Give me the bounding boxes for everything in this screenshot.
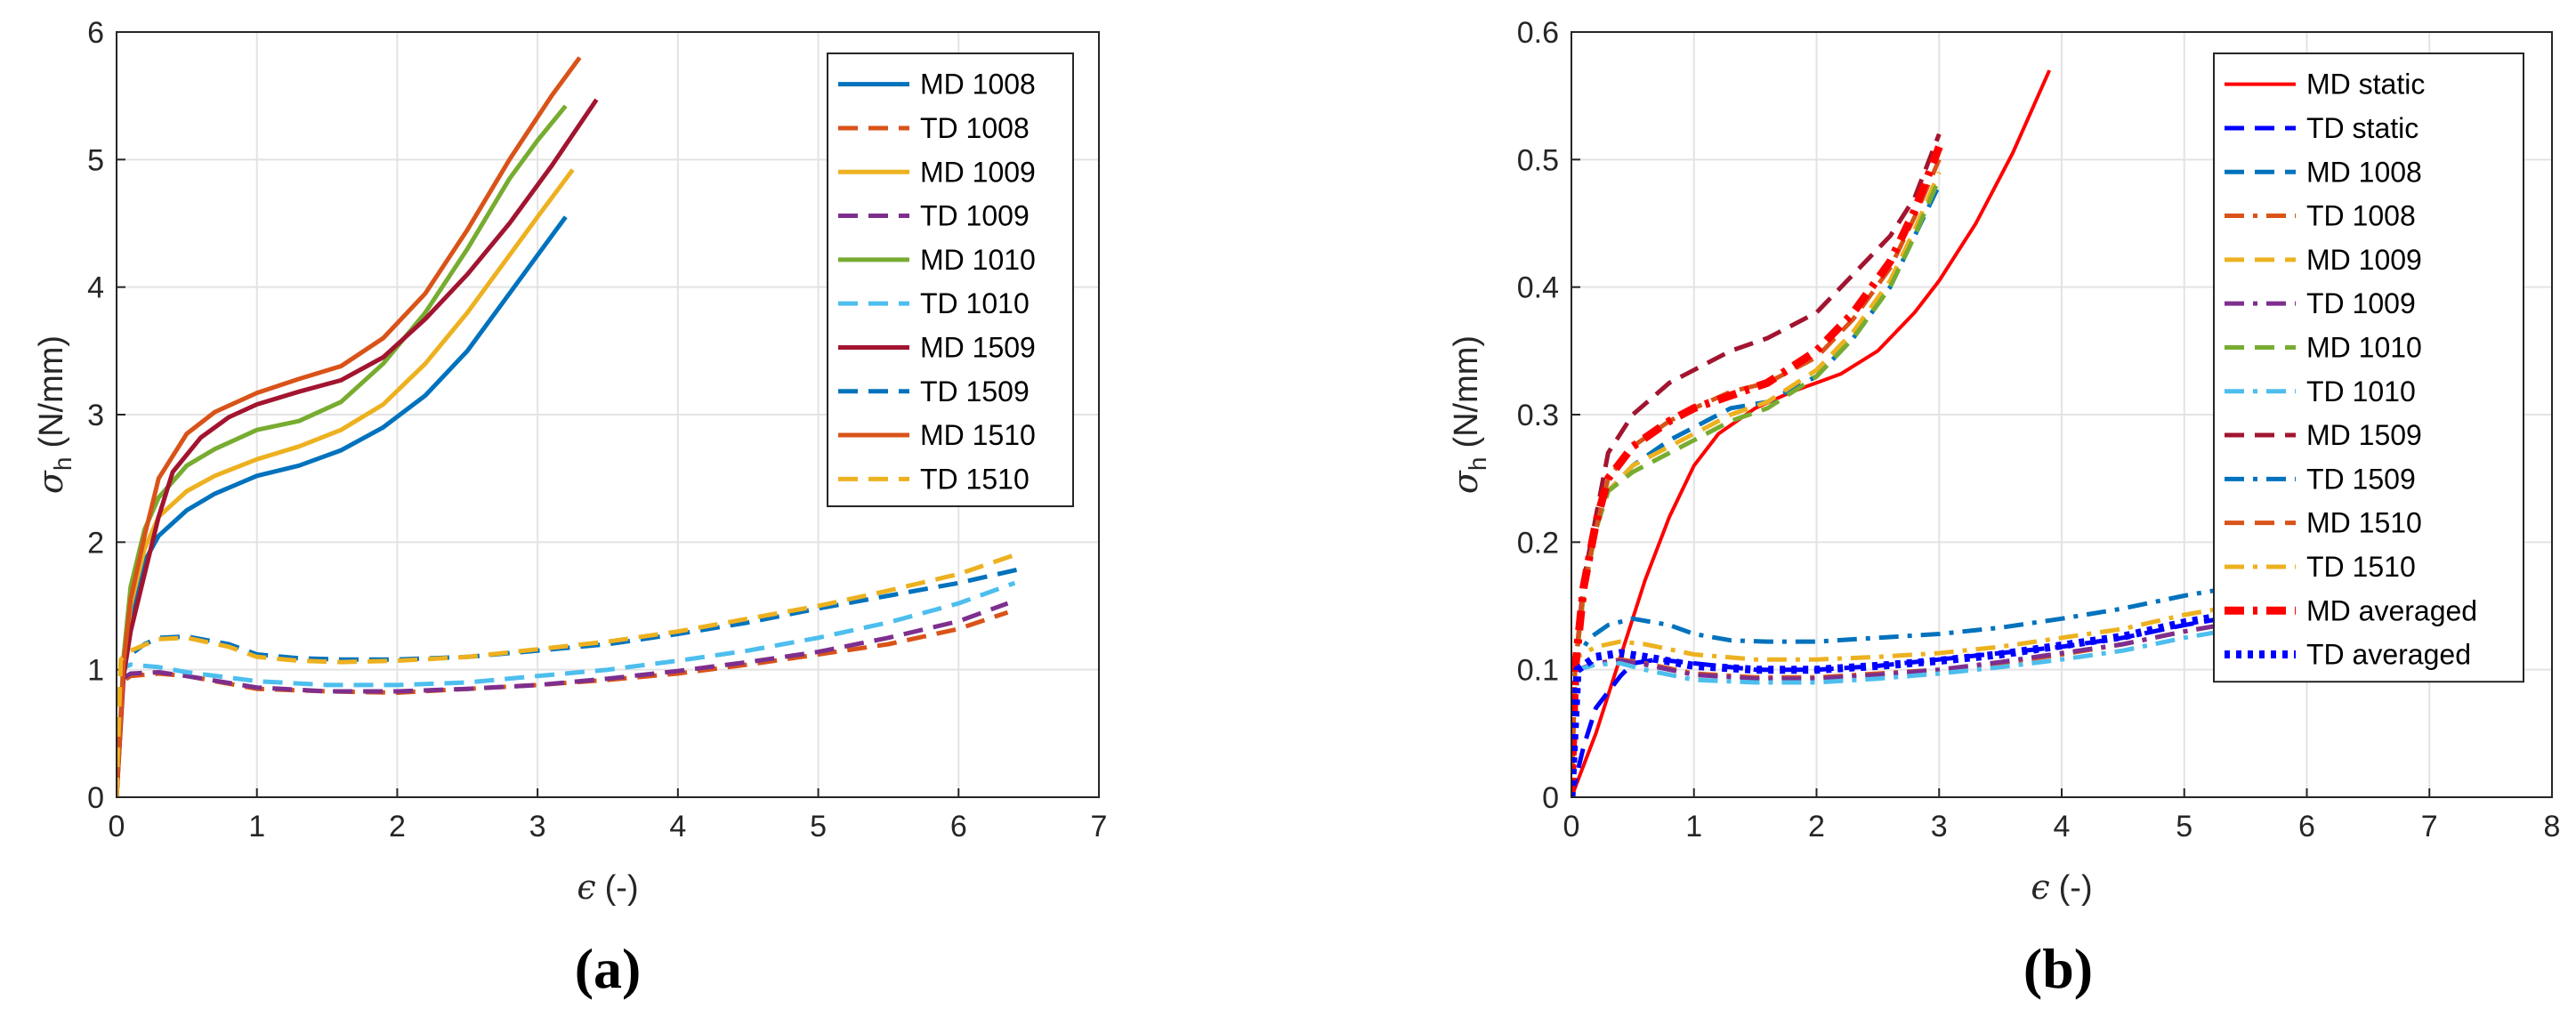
x-tick-label: 4 xyxy=(669,810,686,843)
series-line-md-1008 xyxy=(117,215,568,797)
legend-entry-label: TD 1010 xyxy=(2306,375,2416,408)
y-tick-label: 1 xyxy=(87,654,104,688)
panel-label: (a) xyxy=(575,937,642,1000)
legend-entry-label: MD 1008 xyxy=(920,69,1036,101)
y-tick-label: 0.4 xyxy=(1517,271,1559,305)
legend-entry-label: TD averaged xyxy=(2306,639,2471,671)
y-tick-label: 4 xyxy=(87,271,104,305)
panel-label: (b) xyxy=(2023,937,2093,1000)
x-tick-label: 6 xyxy=(950,810,967,843)
y-axis-label: σh(N/mm) xyxy=(1446,335,1491,494)
legend-entry-label: TD 1510 xyxy=(920,463,1030,495)
x-tick-label: 4 xyxy=(2054,810,2071,843)
axes-box xyxy=(1571,31,2553,798)
legend-entry-label: MD averaged xyxy=(2306,594,2477,626)
legend-entry-label: MD 1009 xyxy=(2306,244,2422,276)
series-group xyxy=(117,56,1027,797)
legend-entry-label: TD 1008 xyxy=(920,112,1030,144)
y-tick-label: 2 xyxy=(87,526,104,560)
series-line-td-averaged xyxy=(1571,612,2222,797)
series-line-td-1010 xyxy=(117,580,1016,797)
x-tick-label: 7 xyxy=(2421,810,2438,843)
x-axis-label: ϵ (-) xyxy=(2031,868,2092,907)
y-tick-label: 0.2 xyxy=(1517,526,1559,560)
series-line-td-1509 xyxy=(1571,586,2222,797)
x-tick-label: 3 xyxy=(529,810,546,843)
x-tick-label: 6 xyxy=(2298,810,2315,843)
legend-box xyxy=(2213,52,2524,683)
legend-entry-label: TD 1510 xyxy=(2306,551,2416,583)
x-axis-label: ϵ (-) xyxy=(577,868,638,907)
series-line-td-1510 xyxy=(1571,606,2222,797)
y-tick-label: 6 xyxy=(87,16,104,50)
legend-entry-label: MD 1509 xyxy=(2306,419,2422,451)
chart-panel-b: 0 1 2 3 4 5 6 7 8 0 0.1 0.2 0.3 0.4 0.5 0.6 MD static TD … xyxy=(1446,16,2560,1000)
x-tick-label: 5 xyxy=(810,810,827,843)
legend-entry-label: MD 1509 xyxy=(920,331,1036,363)
x-tick-label: 8 xyxy=(2544,810,2561,843)
legend-entry-label: TD 1008 xyxy=(2306,200,2416,232)
legend-entry-label: TD 1009 xyxy=(2306,287,2416,319)
y-tick-label: 0.1 xyxy=(1517,654,1559,688)
legend-entry-label: TD 1010 xyxy=(920,287,1030,319)
y-tick-label: 0 xyxy=(1542,781,1559,815)
x-tick-label: 0 xyxy=(1563,810,1580,843)
legend-entry-label: TD 1509 xyxy=(2306,463,2416,495)
legend-entry-label: MD 1010 xyxy=(920,244,1036,276)
x-tick-label: 2 xyxy=(1808,810,1825,843)
legend-entry-label: TD 1009 xyxy=(920,200,1030,232)
y-tick-label: 3 xyxy=(87,399,104,432)
series-line-td-1010 xyxy=(1571,629,2222,797)
series-line-md-averaged xyxy=(1571,145,1943,797)
y-axis-label: σh(N/mm) xyxy=(31,335,77,494)
x-tick-label: 2 xyxy=(389,810,406,843)
legend-entry-label: TD static xyxy=(2306,112,2419,144)
legend-entry-label: MD 1010 xyxy=(2306,331,2422,363)
x-tick-label: 1 xyxy=(1685,810,1702,843)
series-group xyxy=(1571,69,2222,797)
y-tick-label: 0.6 xyxy=(1517,16,1559,50)
x-tick-label: 3 xyxy=(1931,810,1948,843)
x-tick-label: 5 xyxy=(2176,810,2192,843)
y-tick-label: 0 xyxy=(87,781,104,815)
legend-entry-label: MD 1510 xyxy=(2306,507,2422,539)
legend-entry-label: TD 1509 xyxy=(920,375,1030,408)
series-line-md-1509 xyxy=(117,98,599,797)
series-line-td-1510 xyxy=(117,553,1016,797)
x-tick-label: 1 xyxy=(248,810,265,843)
y-tick-label: 5 xyxy=(87,143,104,177)
legend: MD 1008 TD 1008 MD 1009 TD 1009 MD 1010 TD 10… xyxy=(827,52,1074,507)
y-tick-label: 0.5 xyxy=(1517,143,1559,177)
series-line-md-1509 xyxy=(1571,133,1942,797)
series-line-md-1510 xyxy=(117,56,582,797)
x-tick-label: 0 xyxy=(109,810,125,843)
axes-box xyxy=(116,31,1100,798)
series-line-td-1009 xyxy=(117,601,1009,797)
chart-panel-a: 0 1 2 3 4 5 6 7 0 1 2 3 4 5 6 MD 1008 TD 1008 MD 1009 TD 1… xyxy=(31,16,1107,1000)
legend-entry-label: MD 1009 xyxy=(920,156,1036,188)
legend-entry-label: MD 1008 xyxy=(2306,156,2422,188)
x-tick-label: 7 xyxy=(1091,810,1108,843)
legend-entry-label: MD static xyxy=(2306,69,2425,101)
legend-entry-label: MD 1510 xyxy=(920,419,1036,451)
legend: MD static TD static MD 1008 TD 1008 MD 1009 T… xyxy=(2213,52,2524,683)
y-tick-label: 0.3 xyxy=(1517,399,1559,432)
